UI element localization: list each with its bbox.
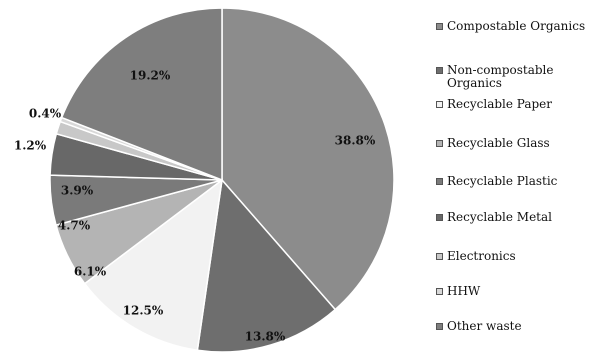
legend-label: Recyclable Glass <box>447 136 550 150</box>
pie-labels: 38.8% 13.8% 12.5% 6.1% 4.7% 3.9% 1.2% 0.4% 19.2% <box>14 69 376 344</box>
slice-value-label: 4.7% <box>58 219 91 233</box>
legend-swatch <box>436 101 443 108</box>
slice-value-label: 13.8% <box>245 330 286 344</box>
legend-swatch <box>436 178 443 185</box>
legend-swatch <box>436 214 443 221</box>
pie-slice-2 <box>83 178 224 352</box>
legend-label: Other waste <box>447 319 522 333</box>
legend-label: HHW <box>447 284 481 298</box>
legend-label: Recyclable Metal <box>447 210 552 224</box>
legend-swatch <box>436 67 443 74</box>
legend-swatch <box>436 140 443 147</box>
pie-slice-1 <box>196 178 337 353</box>
legend-swatch <box>436 288 443 295</box>
pie-slice-8 <box>60 7 223 182</box>
legend-label: Non-compostable Organics <box>447 63 554 90</box>
slice-value-label: 6.1% <box>74 265 107 279</box>
legend-label: Electronics <box>447 249 516 263</box>
slice-value-label: 3.9% <box>61 184 94 198</box>
slice-value-label: 12.5% <box>123 304 164 318</box>
slice-value-label: 38.8% <box>335 134 376 148</box>
legend-label: Recyclable Plastic <box>447 174 558 188</box>
legend-swatch <box>436 323 443 330</box>
slice-value-label: 19.2% <box>130 69 171 83</box>
pie-slices <box>49 7 395 353</box>
pie-slice-0 <box>221 7 395 311</box>
legend-label: Compostable Organics <box>447 19 586 33</box>
slice-value-label: 1.2% <box>14 139 47 153</box>
legend-swatch <box>436 23 443 30</box>
legend-swatch <box>436 253 443 260</box>
legend-label: Recyclable Paper <box>447 97 552 111</box>
slice-value-label: 0.4% <box>29 107 62 121</box>
